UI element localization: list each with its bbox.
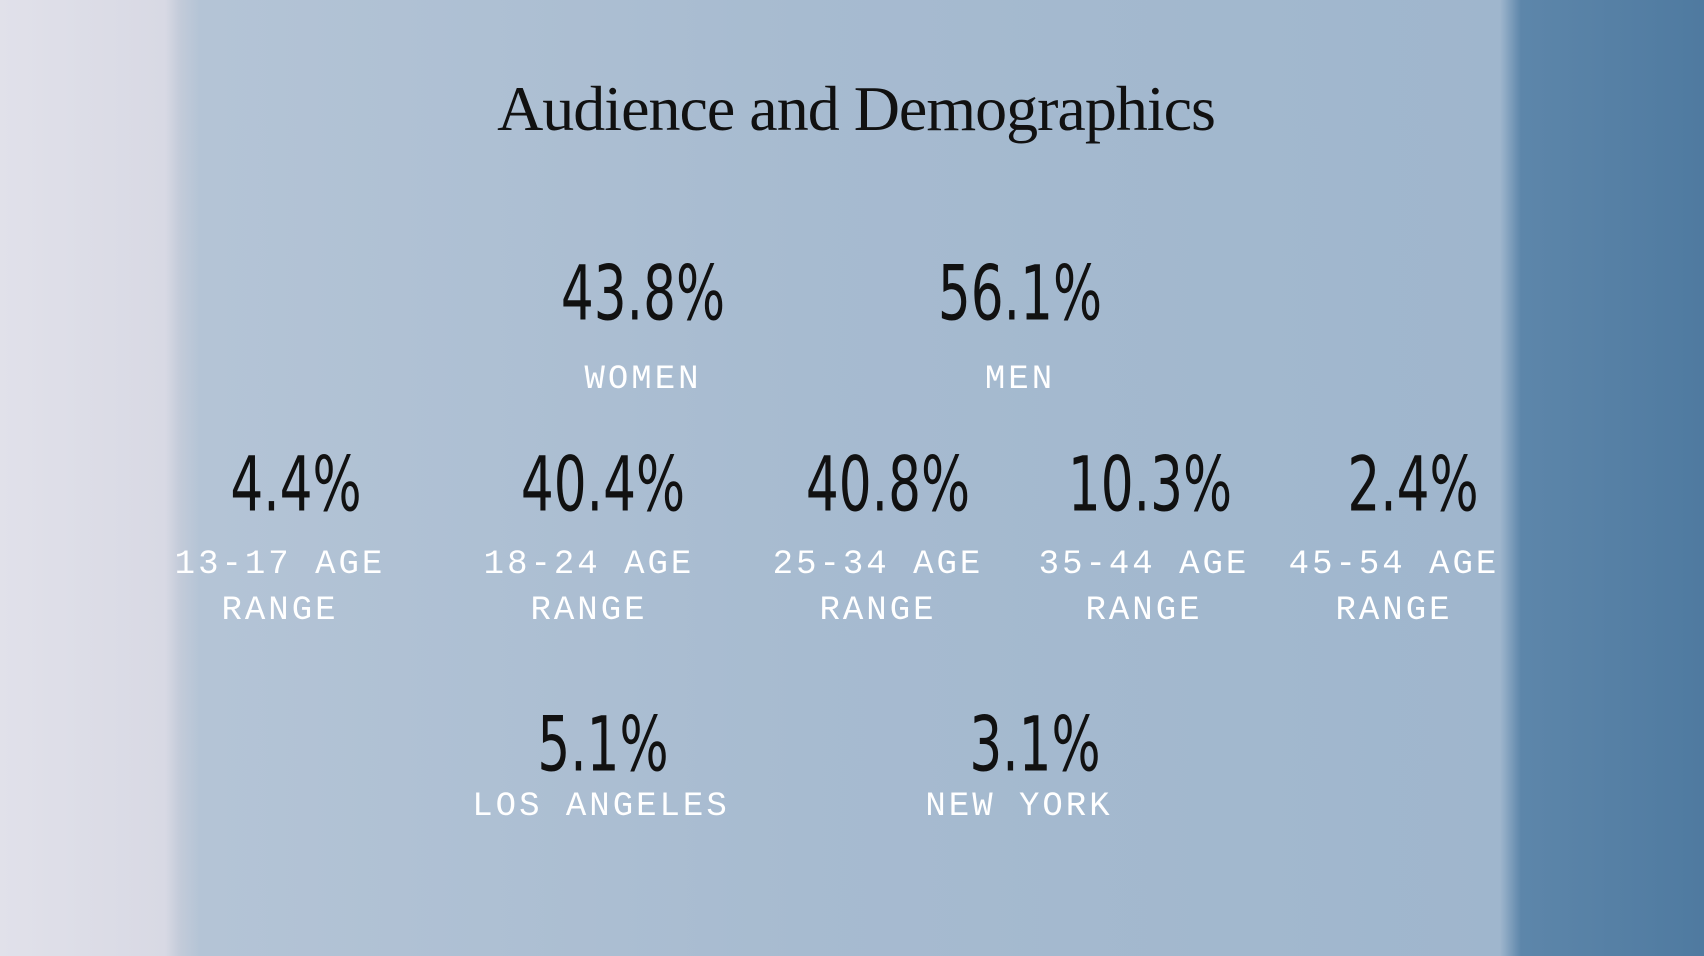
stat-value-text: 40.4% [520, 439, 686, 529]
stat-value-text: 3.1% [969, 699, 1101, 789]
stat-value: 56.1% [899, 249, 1140, 338]
stat-label: 18-24 AGE RANGE [483, 546, 695, 630]
stat-value: 3.1% [938, 700, 1131, 789]
stat-value-text: 4.4% [230, 439, 362, 529]
stat-value: 4.4% [199, 440, 392, 529]
stat-label: NEW YORK [925, 788, 1113, 826]
stat-value: 2.4% [1316, 440, 1509, 529]
stat-label: 25-34 AGE RANGE [772, 546, 984, 630]
stat-label: 45-54 AGE RANGE [1288, 546, 1500, 630]
stat-value-text: 5.1% [537, 699, 669, 789]
stat-label: 35-44 AGE RANGE [1038, 546, 1250, 630]
stat-value-text: 43.8% [560, 248, 726, 338]
stat-value-text: 2.4% [1347, 439, 1479, 529]
stat-label: LOS ANGELES [472, 788, 730, 826]
stat-value: 40.8% [767, 440, 1008, 529]
stat-value: 40.4% [482, 440, 723, 529]
stat-value: 10.3% [1029, 440, 1270, 529]
title: Audience and Demographics [497, 73, 1216, 144]
stat-value-text: 10.3% [1067, 439, 1233, 529]
stat-label: MEN [984, 361, 1056, 399]
stat-value-text: 56.1% [937, 248, 1103, 338]
stat-label: WOMEN [584, 361, 702, 399]
stat-value-text: 40.8% [805, 439, 971, 529]
stat-label: 13-17 AGE RANGE [174, 546, 386, 630]
stat-value: 5.1% [506, 700, 699, 789]
stat-value: 43.8% [522, 249, 763, 338]
